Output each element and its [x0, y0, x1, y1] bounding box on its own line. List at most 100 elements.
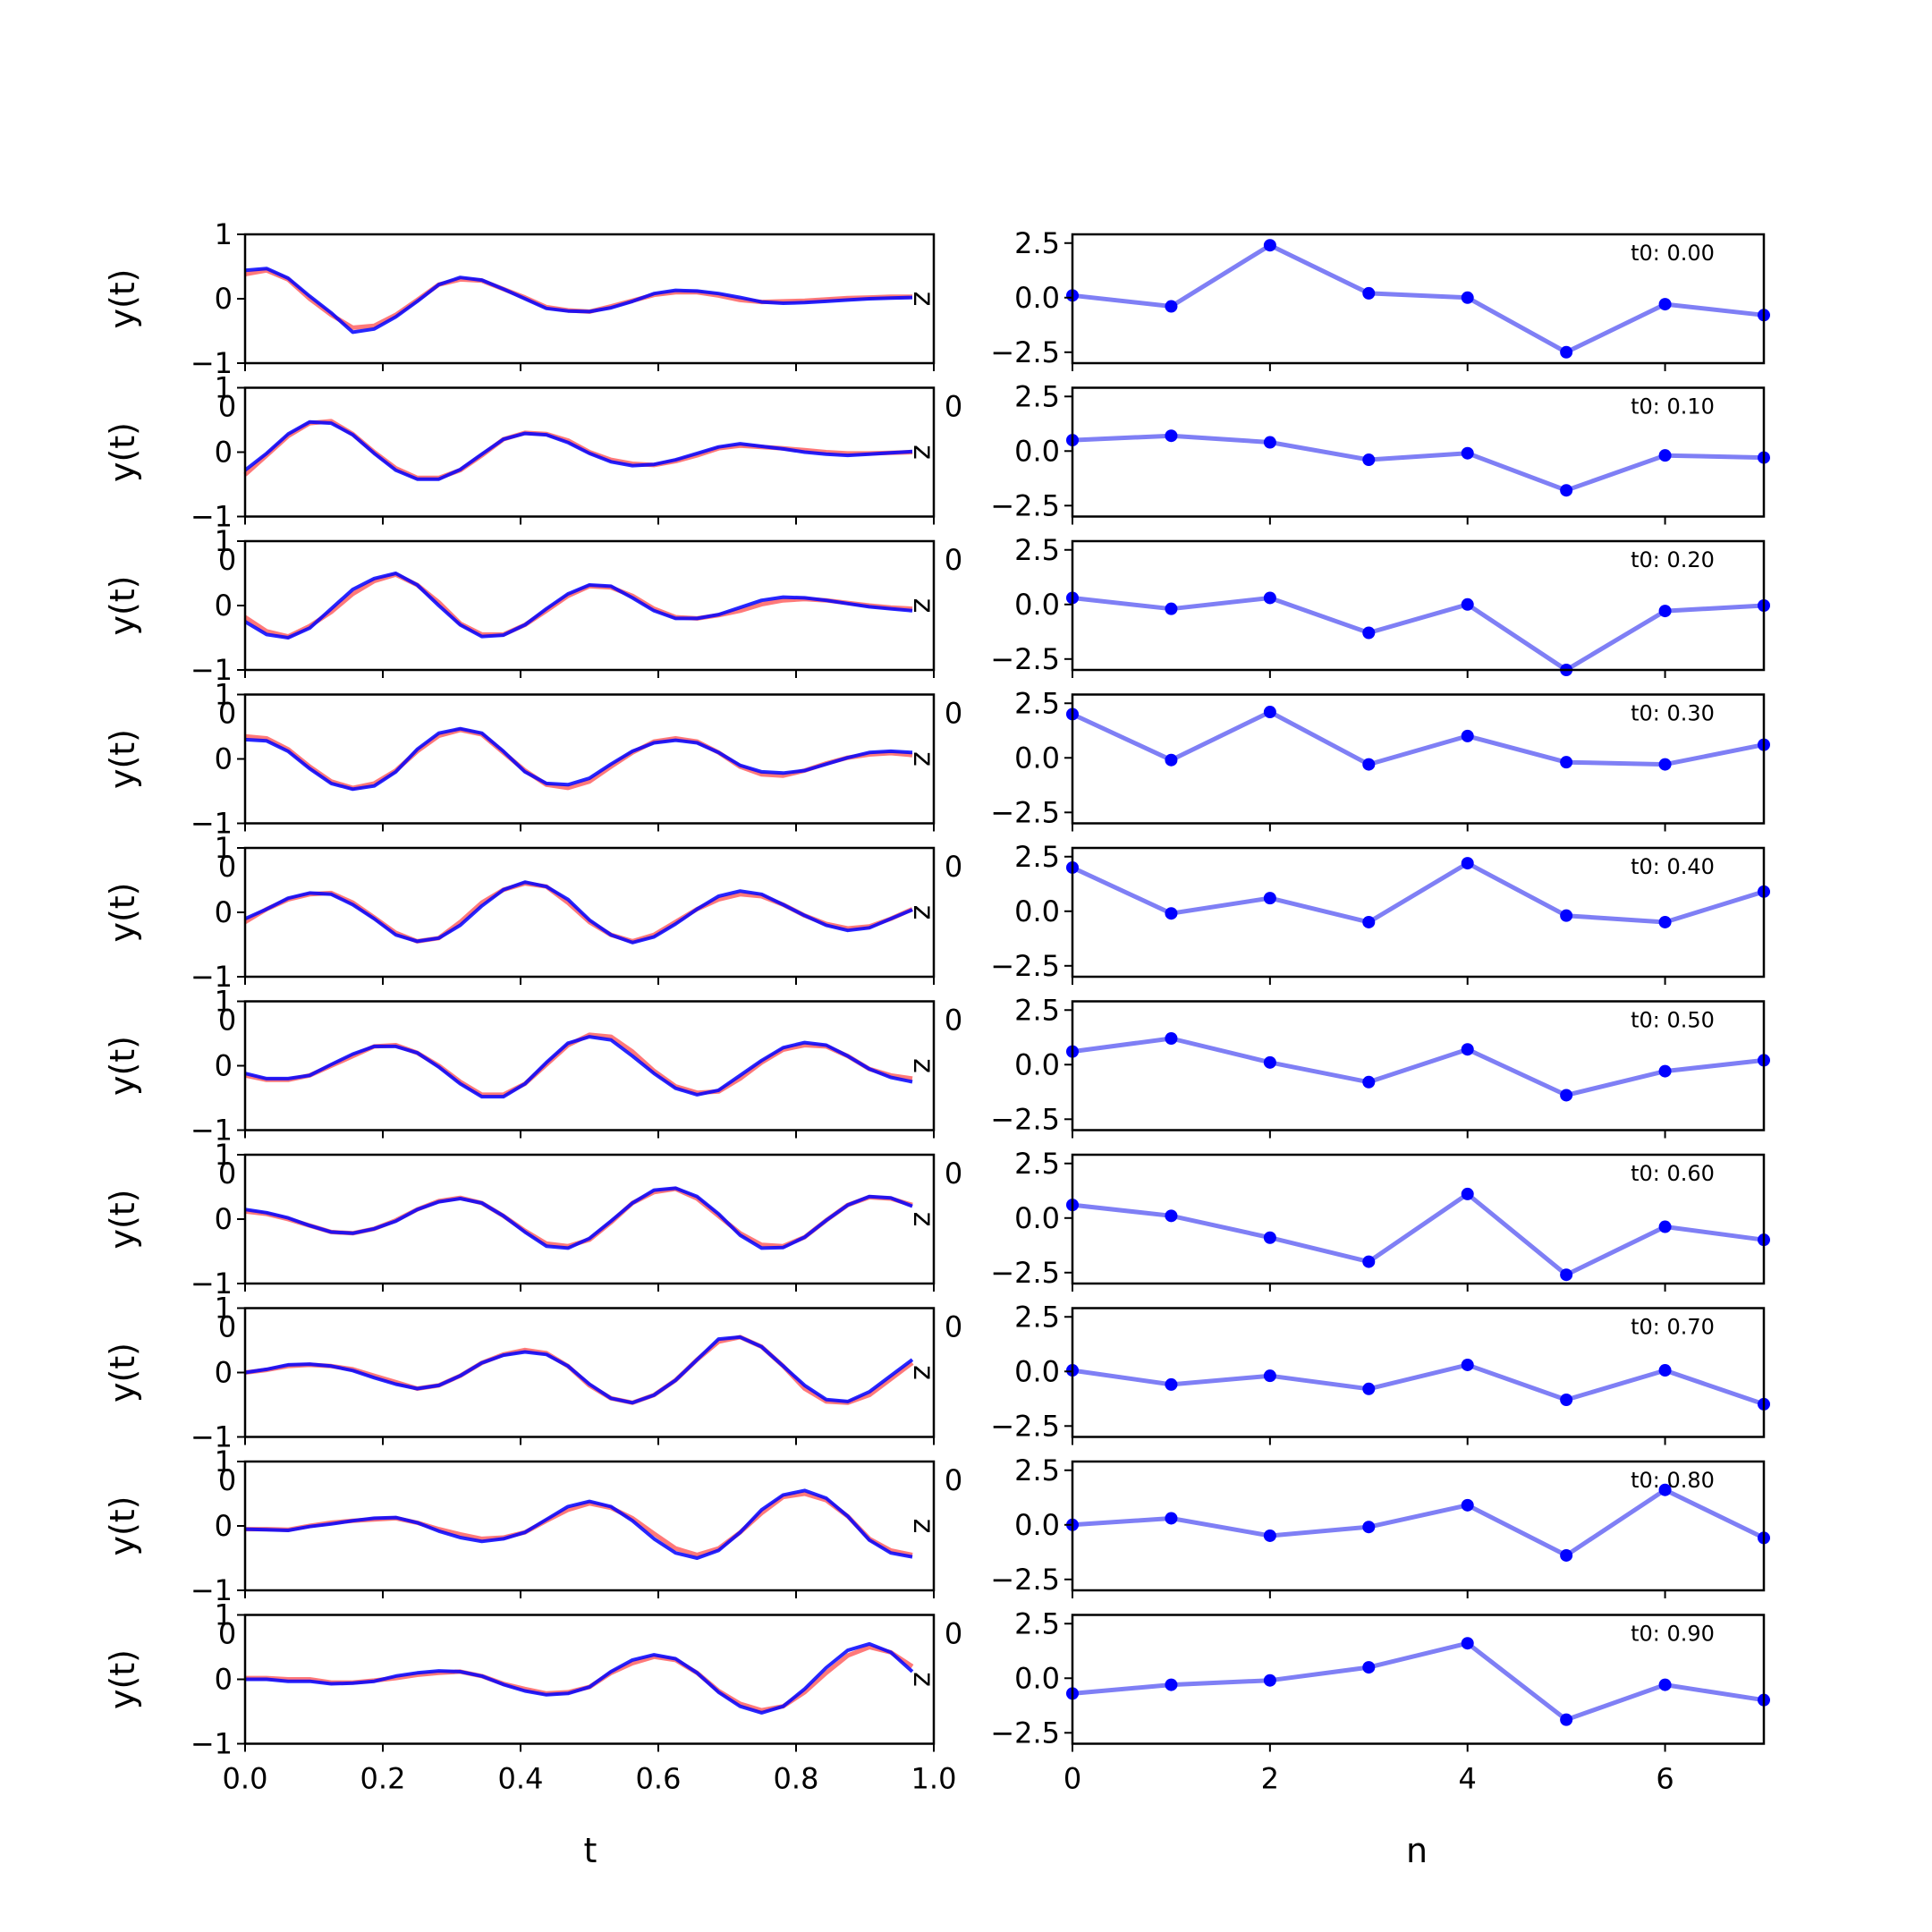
panel-annotation: t0: 0.20	[1631, 547, 1715, 572]
y-axis-label: y(t)	[103, 422, 142, 482]
panel-annotation: t0: 0.80	[1631, 1468, 1715, 1493]
coefficient-point	[1658, 1678, 1672, 1691]
y-tick-label: −1	[191, 1727, 233, 1761]
right-panel: −2.5 0.0 2.5 t0: 0.20	[990, 533, 1770, 678]
coefficient-point	[1263, 591, 1276, 605]
panel-annotation: t0: 0.70	[1631, 1315, 1715, 1340]
coefficient-line	[1072, 1362, 1765, 1407]
overlap-tick-label: 0	[945, 1004, 962, 1038]
y-tick-label: 1	[215, 1445, 233, 1479]
y-axis-label: y(t)	[103, 575, 142, 635]
coefficient-point	[1461, 1498, 1474, 1512]
plot-frame	[243, 1614, 936, 1745]
right-panel: −2.5 0.0 2.5 t0: 0.30	[990, 686, 1770, 832]
coefficient-point	[1560, 1268, 1573, 1282]
y-tick-label: 0.0	[1014, 588, 1060, 622]
coefficient-line	[1072, 1036, 1765, 1097]
coefficient-point	[1560, 1548, 1573, 1562]
coefficient-point	[1263, 239, 1276, 252]
y-tick-label: 1	[215, 1292, 233, 1326]
y-tick-label: −1	[191, 960, 233, 994]
coefficient-point	[1461, 291, 1474, 304]
x-tick-label: 0	[1063, 1762, 1081, 1796]
y-tick-label: −1	[191, 653, 233, 687]
coefficient-point	[1263, 892, 1276, 905]
coefficient-line	[1071, 860, 1765, 925]
plot-frame	[1071, 846, 1766, 979]
y-tick-label: −1	[191, 1573, 233, 1607]
reconstruction-line	[244, 1335, 914, 1405]
y-tick-label: −1	[191, 807, 233, 841]
reconstruction-line	[245, 1641, 914, 1715]
coefficient-point	[1560, 345, 1573, 359]
y-tick-label: 2.5	[1014, 993, 1060, 1027]
y-tick-label: 0	[215, 1049, 233, 1083]
overlap-tick-label: 0	[218, 850, 236, 884]
y-tick-label: 2.5	[1014, 686, 1060, 720]
coefficient-point	[1560, 909, 1573, 922]
overlap-tick-label: 0	[945, 390, 962, 424]
coefficient-point	[1165, 1209, 1178, 1223]
x-tick-label: 0.4	[498, 1762, 544, 1796]
coefficient-line	[1072, 1640, 1765, 1723]
true-signal-line	[245, 1645, 914, 1713]
reconstruction-line	[244, 1488, 913, 1560]
right-panel: −2.5 0.0 2.5 t0: 0.70	[990, 1300, 1770, 1445]
coefficient-point	[1461, 1043, 1474, 1056]
coefficient-point	[1263, 1674, 1276, 1687]
y-tick-label: 2.5	[1014, 1606, 1060, 1640]
coefficient-point	[1362, 453, 1376, 467]
y-tick-label: 0	[215, 282, 233, 316]
overlap-tick-label: 0	[218, 697, 236, 731]
coefficient-point	[1165, 1678, 1178, 1691]
y-tick-label: 0	[215, 1202, 233, 1236]
panel-annotation: t0: 0.50	[1631, 1008, 1715, 1033]
y-tick-label: −2.5	[990, 949, 1060, 983]
plot-frame	[243, 1460, 936, 1592]
plot-frame	[1071, 1307, 1766, 1438]
y-tick-label: −1	[191, 500, 233, 534]
right-panel: −2.5 0.0 2.5 0 2 4 6 t0: 0.90	[990, 1606, 1770, 1796]
right-x-axis-label: n	[1406, 1831, 1428, 1870]
y-tick-label: 2.5	[1014, 1453, 1060, 1487]
reconstruction-line	[243, 572, 913, 640]
coefficient-point	[1165, 602, 1178, 615]
reconstruction-line	[244, 880, 913, 945]
coefficient-point	[1658, 605, 1672, 618]
coefficient-point	[1461, 446, 1474, 460]
left-panel: −1 0 1 y(t) z	[103, 217, 941, 380]
coefficient-point	[1263, 1369, 1276, 1383]
x-tick-label: 2	[1261, 1762, 1279, 1796]
plot-frame	[243, 539, 936, 672]
y-tick-label: −2.5	[990, 1716, 1060, 1750]
left-x-axis-label: t	[584, 1831, 597, 1870]
y-tick-label: 1	[215, 217, 233, 251]
coefficient-point	[1560, 756, 1573, 769]
coefficient-point	[1263, 706, 1276, 719]
reconstruction-line	[244, 267, 913, 335]
right-edge-label: z	[907, 1672, 941, 1687]
y-tick-label: −2.5	[990, 795, 1060, 829]
coefficient-line	[1072, 1487, 1766, 1558]
coefficient-point	[1165, 753, 1178, 767]
y-tick-label: 0.0	[1014, 894, 1060, 928]
coefficient-point	[1362, 758, 1376, 771]
true-signal-line	[244, 1186, 913, 1249]
coefficient-line	[1072, 242, 1765, 355]
overlap-tick-label: 0	[218, 1463, 236, 1497]
right-edge-label: z	[907, 1365, 941, 1380]
y-axis-label: y(t)	[103, 729, 142, 789]
y-tick-label: 0	[215, 742, 233, 776]
y-tick-label: 0	[215, 436, 233, 470]
y-tick-label: 2.5	[1014, 226, 1060, 260]
x-tick-label: 4	[1459, 1762, 1477, 1796]
coefficient-point	[1362, 1075, 1376, 1089]
coefficient-point	[1461, 1637, 1474, 1650]
y-tick-label: 0.0	[1014, 1661, 1060, 1695]
y-axis-label: y(t)	[103, 882, 142, 942]
overlap-tick-label: 0	[945, 697, 962, 731]
